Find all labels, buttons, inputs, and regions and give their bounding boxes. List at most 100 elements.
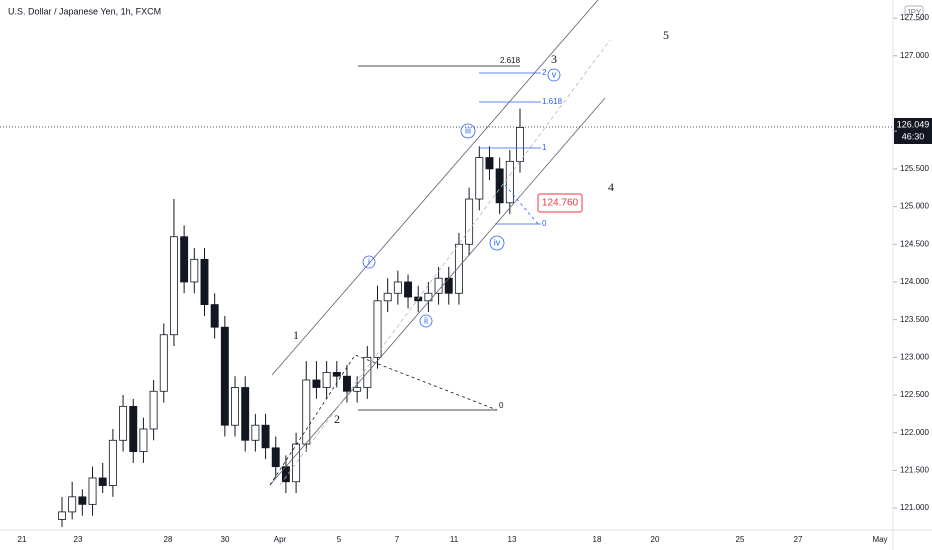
candle-body xyxy=(516,127,524,162)
candle-body xyxy=(353,387,362,392)
x-tick-label: May xyxy=(872,535,887,544)
y-tick-label: 125.000 xyxy=(900,202,929,211)
candle-body xyxy=(485,157,494,170)
currency-box xyxy=(904,5,924,21)
y-tick-label: 126.500 xyxy=(900,126,929,135)
drawings xyxy=(0,0,893,486)
candle-body xyxy=(332,372,341,377)
candle-body xyxy=(251,424,260,441)
y-tick-label: 121.000 xyxy=(900,503,929,512)
x-tick-label: 11 xyxy=(450,535,459,544)
candle-body xyxy=(210,304,219,328)
candle-body xyxy=(108,439,117,486)
candle-body xyxy=(475,157,484,200)
candle-body xyxy=(169,236,178,336)
x-tick-label: 7 xyxy=(395,535,400,544)
subwave-label: iv xyxy=(494,237,501,247)
candle-body xyxy=(322,372,331,388)
fib-label: 0 xyxy=(542,219,547,228)
candle-body xyxy=(343,375,351,392)
countdown: 46:30 xyxy=(902,131,925,141)
candle-body xyxy=(58,511,66,520)
candle-body xyxy=(180,236,189,283)
candle-body xyxy=(495,168,504,204)
candle-body xyxy=(424,292,433,302)
candle-body xyxy=(383,292,392,302)
candle-body xyxy=(373,300,382,358)
candle-body xyxy=(434,277,443,294)
candle-body xyxy=(149,390,158,430)
candle-body xyxy=(393,281,402,294)
candle-body xyxy=(312,379,321,388)
channel-lower xyxy=(269,97,606,486)
y-tick-label: 123.000 xyxy=(900,352,929,361)
y-tick-label: 122.500 xyxy=(900,390,929,399)
candle-body xyxy=(139,428,148,452)
x-tick-label: 23 xyxy=(74,535,83,544)
x-tick-label: 21 xyxy=(18,535,27,544)
fib-label: 1.618 xyxy=(542,97,563,106)
last-price: 126.049 xyxy=(897,119,930,129)
wave-label: 3 xyxy=(551,52,557,66)
circle xyxy=(460,123,476,139)
price-tag: 124.760 xyxy=(542,198,579,209)
y-tick-label: 124.000 xyxy=(900,277,929,286)
fib-label: 2.618 xyxy=(500,56,521,65)
y-tick-label: 125.500 xyxy=(900,164,929,173)
x-tick-label: 18 xyxy=(593,535,602,544)
y-tick-label: 123.500 xyxy=(900,315,929,324)
sub-wave-circles xyxy=(362,68,561,328)
circle xyxy=(489,235,505,251)
candle-body xyxy=(88,477,97,505)
candle-body xyxy=(119,405,128,441)
x-tick-label: 5 xyxy=(337,535,342,544)
subwave-label: iii xyxy=(465,125,471,135)
x-tick-label: 25 xyxy=(736,535,745,544)
channel-upper xyxy=(271,0,599,376)
candle-body xyxy=(78,496,87,505)
candle-body xyxy=(200,258,209,305)
candle-body xyxy=(505,160,514,204)
circle xyxy=(547,68,561,82)
x-tick-label: 13 xyxy=(508,535,517,544)
x-tick-label: 30 xyxy=(221,535,230,544)
x-tick-label: 28 xyxy=(164,535,173,544)
x-tick-label: 27 xyxy=(794,535,803,544)
candle-body xyxy=(261,424,270,449)
last-price-box xyxy=(894,118,932,144)
circle xyxy=(419,314,433,328)
candle-body xyxy=(271,447,280,468)
candles xyxy=(58,108,524,527)
fib-label: 2 xyxy=(542,68,547,77)
wave-label: 2 xyxy=(334,412,340,426)
subwave-label: v xyxy=(552,69,557,79)
fib-dash xyxy=(504,184,539,225)
candle-body xyxy=(302,379,311,445)
candle-body xyxy=(241,387,250,441)
wave-label: 1 xyxy=(293,328,299,342)
candle-body xyxy=(292,443,301,483)
x-tick-label: Apr xyxy=(274,535,287,544)
candle-body xyxy=(444,277,453,294)
candle-body xyxy=(454,243,463,294)
x-tick-label: 20 xyxy=(651,535,660,544)
fib-label: 0 xyxy=(499,401,504,410)
wave-label: 4 xyxy=(608,180,614,194)
candle-body xyxy=(68,496,77,513)
circle xyxy=(362,255,376,269)
subwave-label: i xyxy=(368,256,370,266)
chart-title: U.S. Dollar / Japanese Yen, 1h, FXCM xyxy=(8,6,161,16)
candle-body xyxy=(190,258,199,283)
candle-body xyxy=(129,405,138,452)
y-tick-label: 127.500 xyxy=(900,13,929,22)
subwave-label: ii xyxy=(424,315,428,325)
y-tick-label: 121.500 xyxy=(900,466,929,475)
candle-body xyxy=(231,387,239,426)
y-tick-label: 122.000 xyxy=(900,428,929,437)
candle-body xyxy=(404,281,413,298)
candle-body xyxy=(465,198,474,245)
y-tick-label: 127.000 xyxy=(900,51,929,60)
candle-body xyxy=(159,334,168,392)
fib-label: 1 xyxy=(542,143,547,152)
